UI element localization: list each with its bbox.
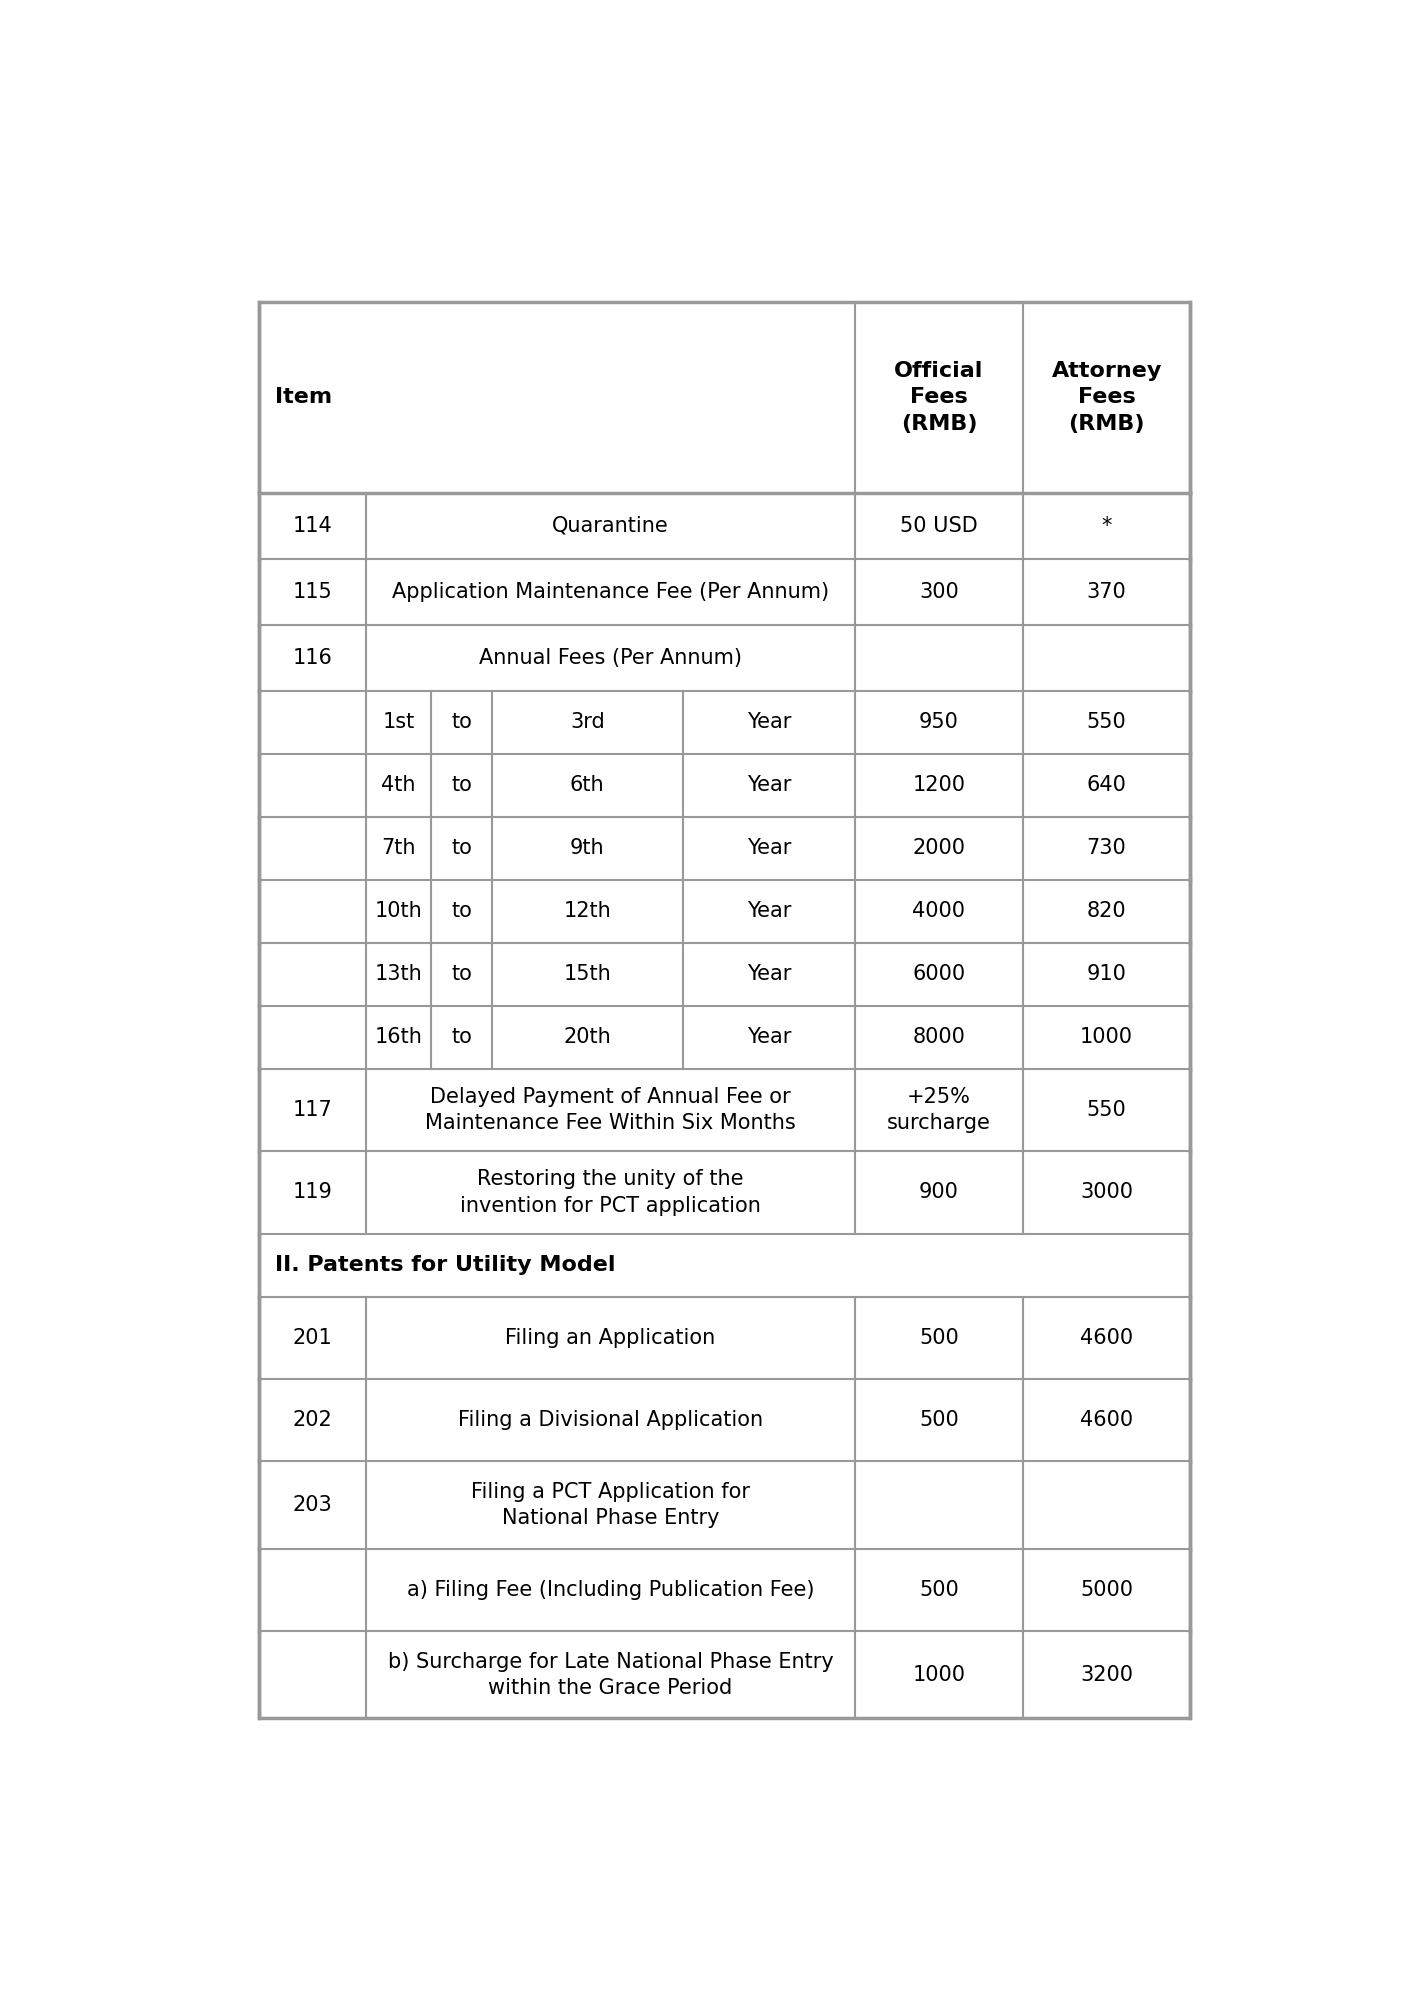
- Text: Year: Year: [747, 902, 790, 922]
- Text: 500: 500: [919, 1580, 959, 1600]
- Text: Filing a PCT Application for
National Phase Entry: Filing a PCT Application for National Ph…: [471, 1482, 749, 1528]
- Text: 12th: 12th: [563, 902, 611, 922]
- Text: Item: Item: [276, 388, 332, 408]
- Text: 3200: 3200: [1080, 1664, 1133, 1684]
- Text: 640: 640: [1086, 776, 1127, 796]
- Text: 119: 119: [293, 1182, 332, 1202]
- Text: Quarantine: Quarantine: [553, 516, 669, 536]
- Text: to: to: [451, 712, 472, 732]
- Text: Year: Year: [747, 712, 790, 732]
- Text: Attorney
Fees
(RMB): Attorney Fees (RMB): [1052, 360, 1162, 434]
- Text: 1000: 1000: [1080, 1028, 1133, 1048]
- Text: 5000: 5000: [1080, 1580, 1133, 1600]
- Text: to: to: [451, 1028, 472, 1048]
- Text: 550: 550: [1087, 1100, 1127, 1120]
- Text: Restoring the unity of the
invention for PCT application: Restoring the unity of the invention for…: [460, 1170, 761, 1216]
- Text: 370: 370: [1087, 582, 1127, 602]
- Text: Filing an Application: Filing an Application: [505, 1328, 715, 1348]
- Text: 1000: 1000: [912, 1664, 966, 1684]
- Text: Annual Fees (Per Annum): Annual Fees (Per Annum): [479, 648, 742, 668]
- Text: 3000: 3000: [1080, 1182, 1133, 1202]
- Text: 6th: 6th: [570, 776, 605, 796]
- Text: Year: Year: [747, 838, 790, 858]
- Text: Year: Year: [747, 964, 790, 984]
- Text: 8000: 8000: [912, 1028, 966, 1048]
- Text: 203: 203: [293, 1496, 332, 1516]
- Text: 1st: 1st: [383, 712, 414, 732]
- Text: Year: Year: [747, 1028, 790, 1048]
- Text: 4600: 4600: [1080, 1328, 1133, 1348]
- Bar: [259, 302, 1191, 1718]
- Text: a) Filing Fee (Including Publication Fee): a) Filing Fee (Including Publication Fee…: [407, 1580, 814, 1600]
- Text: 2000: 2000: [912, 838, 966, 858]
- Text: 10th: 10th: [375, 902, 423, 922]
- Text: to: to: [451, 776, 472, 796]
- Text: Official
Fees
(RMB): Official Fees (RMB): [894, 360, 984, 434]
- Text: 500: 500: [919, 1328, 959, 1348]
- Text: 3rd: 3rd: [570, 712, 605, 732]
- Text: 950: 950: [919, 712, 959, 732]
- Text: 4th: 4th: [382, 776, 416, 796]
- Text: 820: 820: [1087, 902, 1127, 922]
- Text: 6000: 6000: [912, 964, 966, 984]
- Text: 1200: 1200: [912, 776, 966, 796]
- Text: 550: 550: [1087, 712, 1127, 732]
- Text: 910: 910: [1086, 964, 1127, 984]
- Text: 15th: 15th: [563, 964, 611, 984]
- Text: 500: 500: [919, 1410, 959, 1430]
- Text: 116: 116: [293, 648, 332, 668]
- Text: +25%
surcharge: +25% surcharge: [887, 1086, 991, 1134]
- Text: *: *: [1102, 516, 1111, 536]
- Text: to: to: [451, 964, 472, 984]
- Text: II. Patents for Utility Model: II. Patents for Utility Model: [276, 1256, 617, 1276]
- Text: 13th: 13th: [375, 964, 423, 984]
- Text: 114: 114: [293, 516, 332, 536]
- Text: b) Surcharge for Late National Phase Entry
within the Grace Period: b) Surcharge for Late National Phase Ent…: [387, 1652, 833, 1698]
- Text: 50 USD: 50 USD: [901, 516, 978, 536]
- Text: 9th: 9th: [570, 838, 605, 858]
- Text: 20th: 20th: [563, 1028, 611, 1048]
- Text: 117: 117: [293, 1100, 332, 1120]
- Text: 4000: 4000: [912, 902, 966, 922]
- Text: Filing a Divisional Application: Filing a Divisional Application: [458, 1410, 764, 1430]
- Text: Year: Year: [747, 776, 790, 796]
- Text: 900: 900: [919, 1182, 959, 1202]
- Text: Application Maintenance Fee (Per Annum): Application Maintenance Fee (Per Annum): [392, 582, 829, 602]
- Text: 202: 202: [293, 1410, 332, 1430]
- Text: 16th: 16th: [375, 1028, 423, 1048]
- Text: 115: 115: [293, 582, 332, 602]
- Text: Delayed Payment of Annual Fee or
Maintenance Fee Within Six Months: Delayed Payment of Annual Fee or Mainten…: [426, 1086, 796, 1134]
- Text: 7th: 7th: [382, 838, 416, 858]
- Text: 300: 300: [919, 582, 959, 602]
- Text: 4600: 4600: [1080, 1410, 1133, 1430]
- Text: 730: 730: [1087, 838, 1127, 858]
- Text: to: to: [451, 838, 472, 858]
- Text: to: to: [451, 902, 472, 922]
- Text: 201: 201: [293, 1328, 332, 1348]
